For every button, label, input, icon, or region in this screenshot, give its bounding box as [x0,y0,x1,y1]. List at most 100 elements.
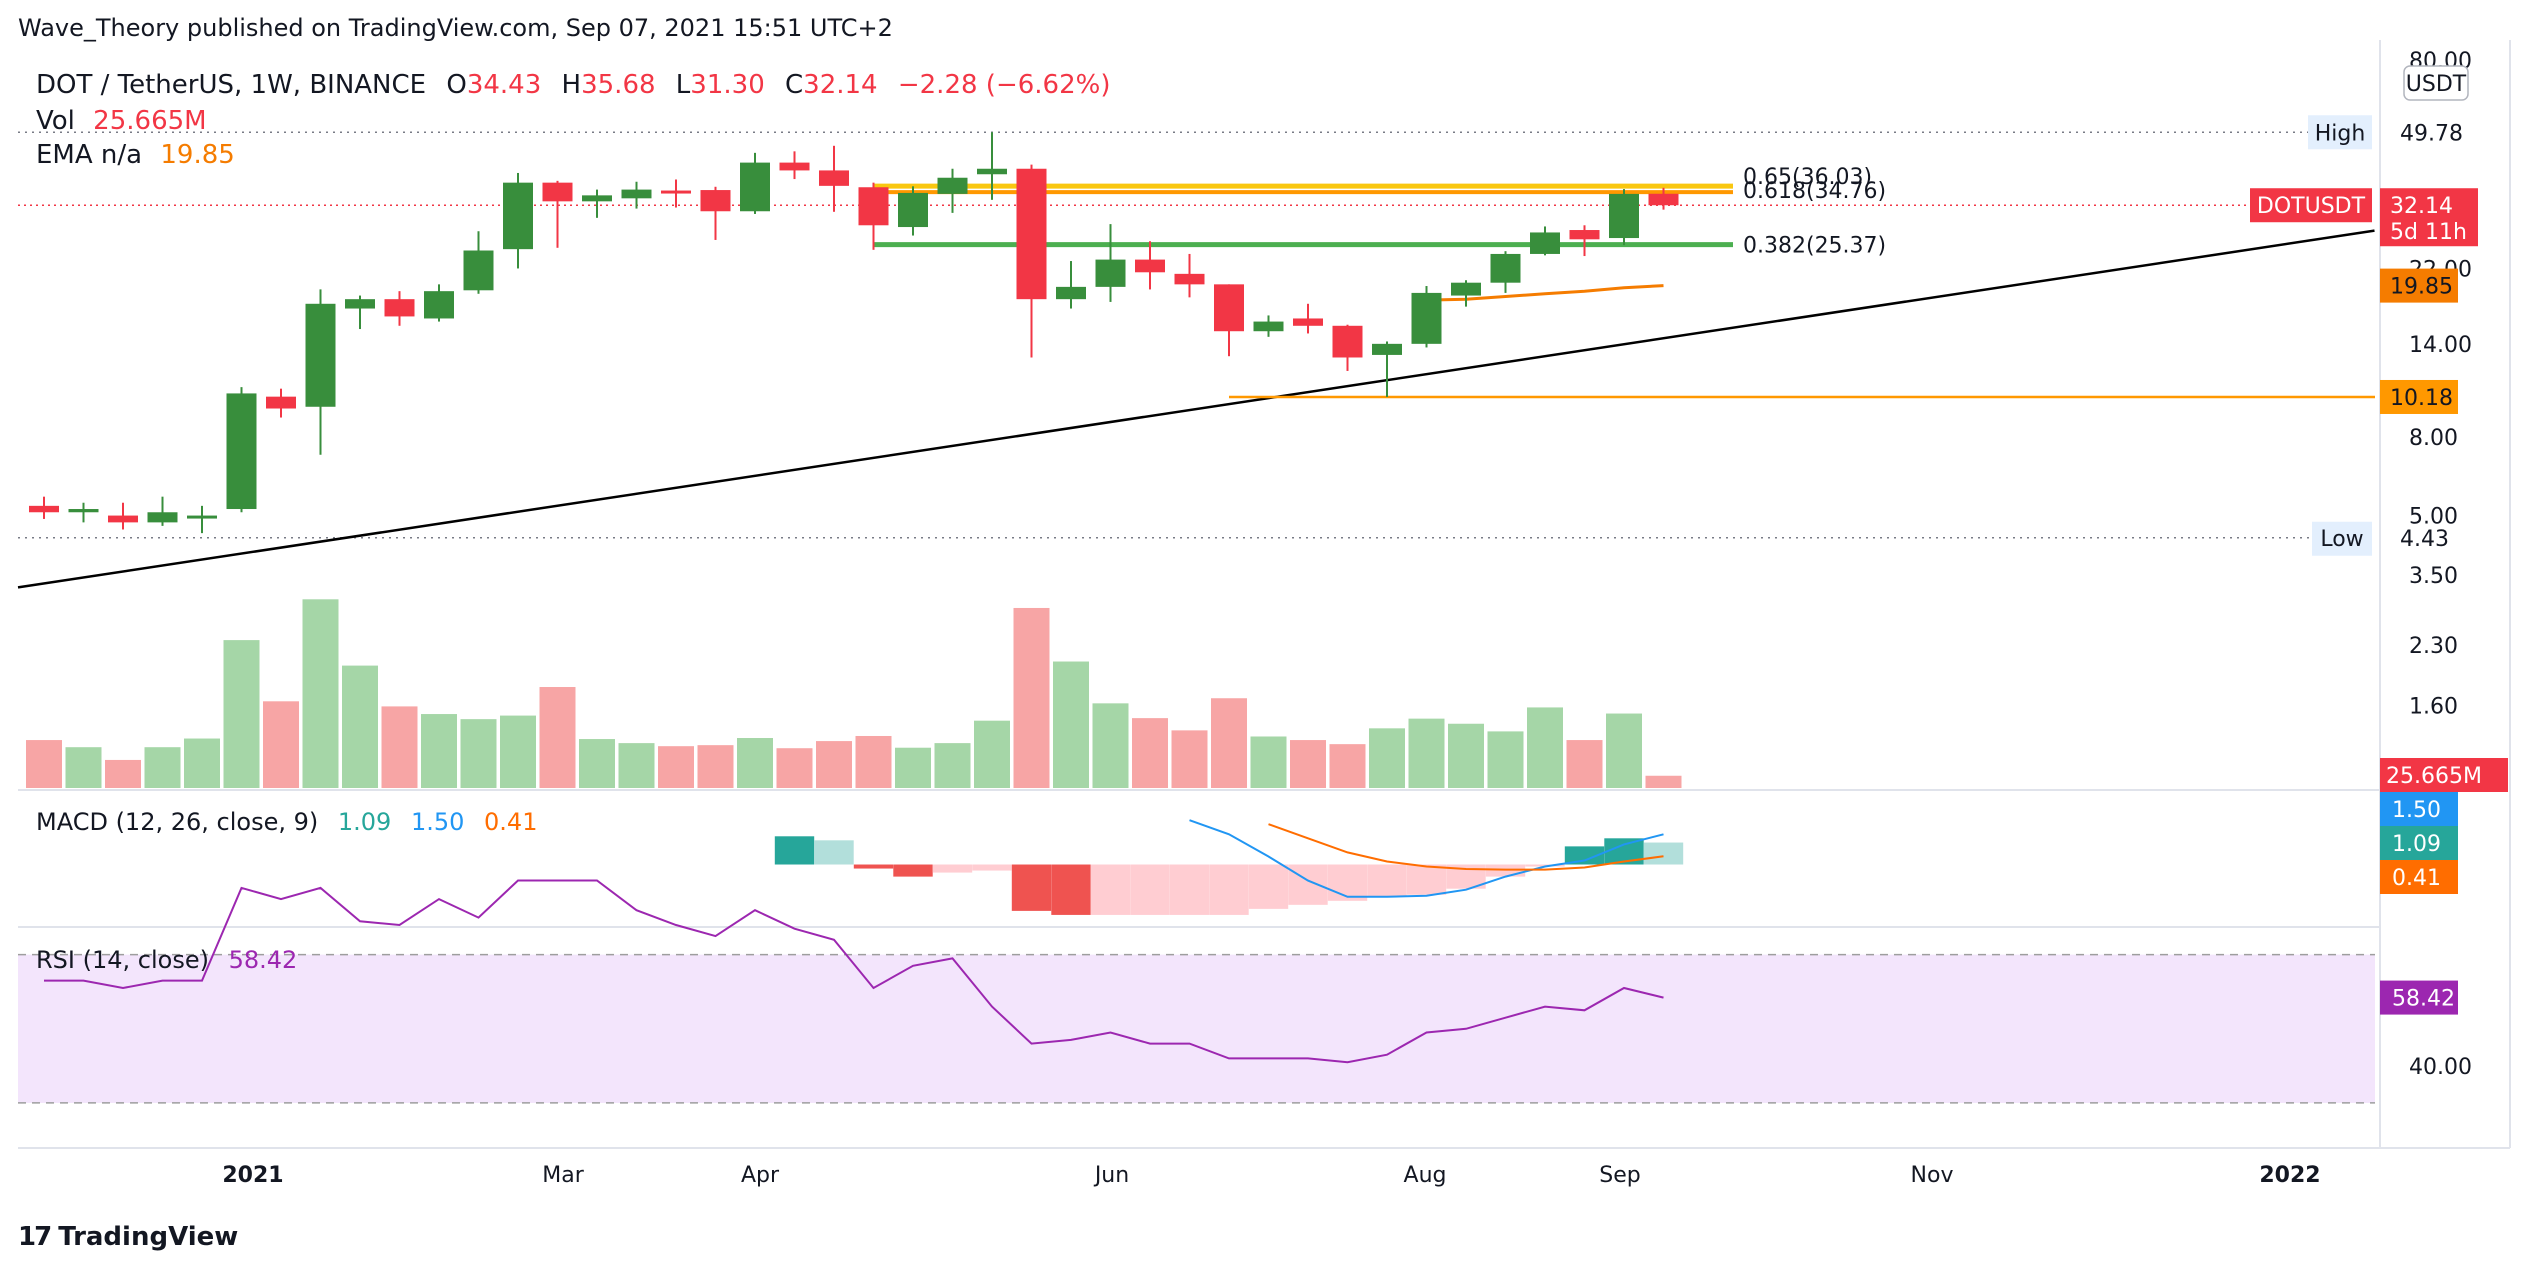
volume-bar [460,719,497,788]
macd-histogram-bar [1288,864,1328,905]
candle [1609,189,1639,246]
candle [819,145,849,212]
tradingview-brand-name: TradingView [58,1222,239,1252]
low-label: L [675,70,691,100]
symbol-tag-bg [2250,188,2372,223]
price-tick-label: 5.00 [2409,505,2458,530]
volume-bar [1053,661,1089,788]
volume-bar [974,720,1010,788]
macd-histogram-bar [814,840,854,865]
hist-badge-value: 1.09 [2392,832,2441,857]
trend-line [17,229,2375,589]
candle [542,180,573,248]
volume-label: Vol [36,106,75,136]
candle [1135,241,1165,290]
symbol-name[interactable]: DOT / TetherUS, 1W, BINANCE [36,70,427,100]
candle [384,291,415,326]
volume-bar [1290,740,1326,788]
unit-label: USDT [2406,72,2467,97]
macd-hist-value: 1.09 [337,808,392,836]
candle [898,186,928,236]
rsi-tick-label: 40.00 [2409,1055,2472,1080]
candle [1016,164,1047,358]
candle-body [503,182,533,250]
high-label: H [561,70,582,100]
candle [1095,224,1126,302]
volume-bar [539,687,576,788]
candle-body [226,393,257,510]
high-value: 35.68 [581,70,656,100]
ema-badge [2380,268,2458,303]
candle-body [345,299,375,309]
rsi-label: RSI (14, close) [36,946,209,974]
macd-histogram-bar [1130,864,1170,915]
open-value: 34.43 [466,70,542,100]
high-value: 49.78 [2400,121,2463,146]
volume-bar [302,599,339,788]
volume-bar [1645,775,1682,788]
candle-body [1135,259,1165,273]
volume-bar [1448,723,1484,788]
candle-body [108,515,138,523]
candle [29,496,59,519]
candle-body [463,250,494,291]
high-tag: High [2315,121,2366,146]
time-tick-label: Nov [1911,1163,1954,1188]
candles [29,132,1679,534]
volume-badge [2380,758,2508,792]
candle-body [1530,232,1560,254]
candle [1253,315,1284,337]
signal-badge-value: 0.41 [2392,866,2441,891]
ema-legend[interactable]: EMA n/a 19.85 [36,140,235,170]
macd-badge [2380,792,2458,826]
time-axis: 2021 Mar Apr Jun Aug Sep Nov 2022 [222,1163,2320,1188]
candle-body [977,168,1007,175]
open-label: O [446,70,467,100]
macd-histogram-bar [774,836,815,865]
volume-bar [26,740,62,788]
volume-bar [1408,718,1445,788]
macd-histogram-bar [853,864,894,869]
macd-histogram-bar [1406,864,1447,895]
candle-body [1490,253,1521,283]
candle [700,186,731,240]
macd-histogram-bar [1643,842,1684,865]
ema-label: EMA n/a [36,140,143,170]
macd-histogram-bar [1051,864,1091,915]
support-badge-value: 10.18 [2390,386,2453,411]
candle-body [1332,325,1363,358]
volume-pane [26,599,1682,788]
macd-legend[interactable]: MACD (12, 26, close, 9) 1.09 1.50 0.41 [36,808,549,836]
time-tick-label: Apr [741,1163,780,1188]
macd-line-value: 1.50 [410,808,465,836]
fib-382-label: 0.382(25.37) [1743,234,1886,259]
volume-bar [776,748,813,788]
candle-body [1411,292,1442,344]
price-tick-label: 3.50 [2409,564,2458,589]
candle [621,181,652,209]
rsi-legend[interactable]: RSI (14, close) 58.42 [36,946,309,974]
candle [1214,284,1244,357]
macd-histogram-bar [1209,864,1249,915]
volume-bar [816,741,852,788]
volume-bar [737,738,773,788]
candle-body [266,396,296,409]
volume-legend[interactable]: Vol 25.665M [36,106,207,136]
volume-bar [579,739,615,788]
candle-body [1609,193,1639,239]
time-tick-label: 2021 [222,1163,283,1188]
macd-histogram-bar [1564,846,1605,865]
volume-bar [1171,730,1208,788]
rsi-badge-value: 58.42 [2392,987,2455,1012]
candle-body [1372,343,1402,355]
macd-histogram-bar [1327,864,1368,901]
tradingview-logo[interactable]: 17 TradingView [18,1222,238,1252]
rsi-line [44,879,1664,1064]
volume-bar [184,738,220,788]
macd-histogram-bar [972,864,1012,871]
macd-histogram-bar [1011,864,1052,911]
candle [108,502,138,530]
volume-bar [1013,607,1050,788]
